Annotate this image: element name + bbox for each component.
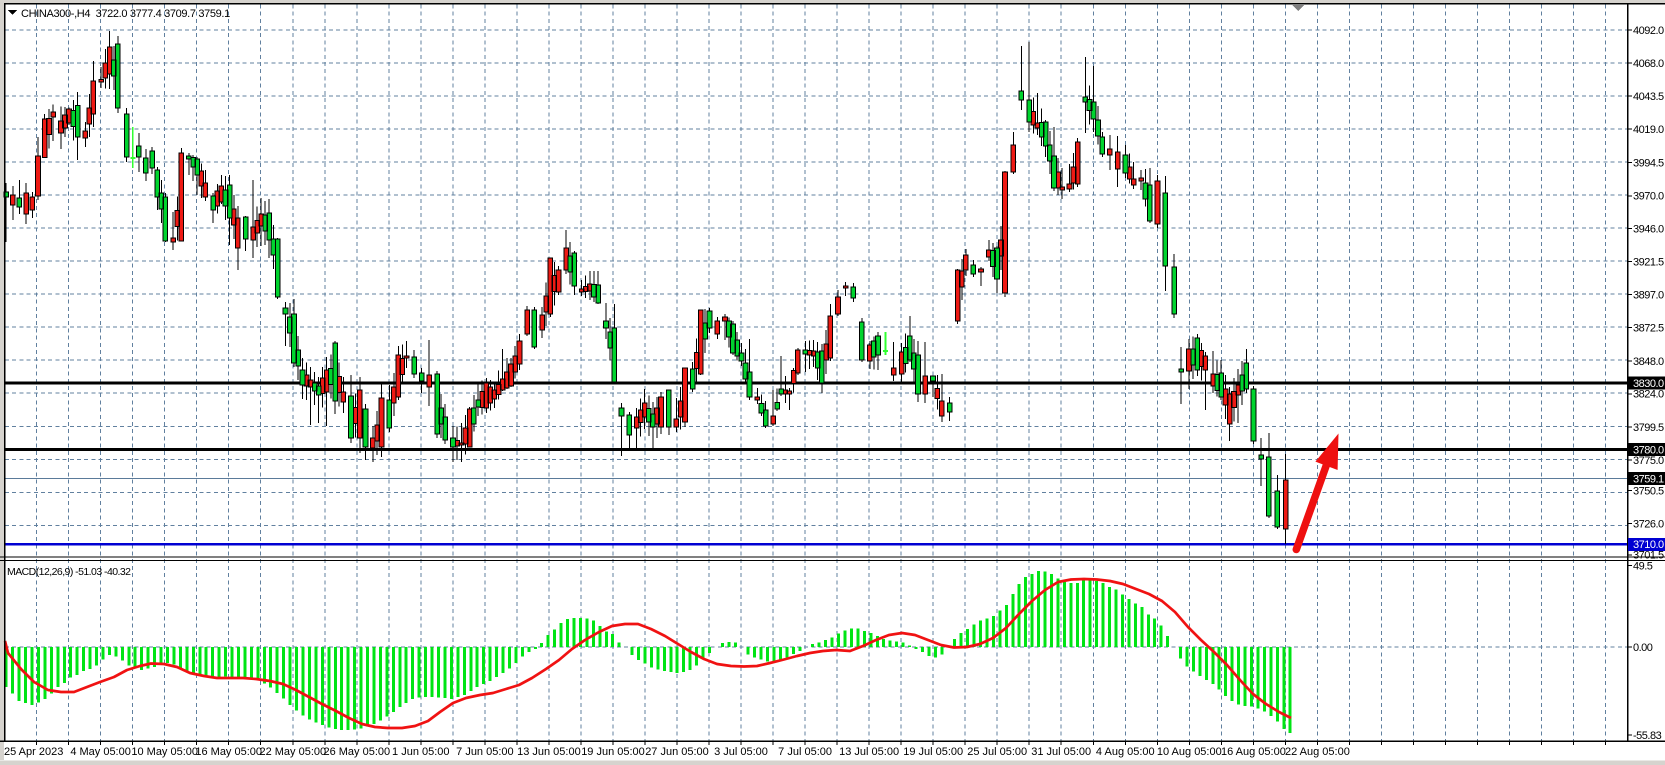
svg-text:27 Jun 05:00: 27 Jun 05:00 [645,746,709,758]
svg-text:22 Aug 05:00: 22 Aug 05:00 [1285,746,1350,758]
svg-text:19 Jun 05:00: 19 Jun 05:00 [581,746,645,758]
svg-text:7 Jun 05:00: 7 Jun 05:00 [456,746,514,758]
svg-text:3872.5: 3872.5 [1633,322,1664,334]
svg-text:26 May 05:00: 26 May 05:00 [323,746,390,758]
svg-text:3 Jul 05:00: 3 Jul 05:00 [714,746,768,758]
svg-text:3759.1: 3759.1 [1633,473,1664,485]
svg-text:3994.5: 3994.5 [1633,157,1664,169]
svg-text:4068.0: 4068.0 [1633,58,1664,70]
svg-text:3726.0: 3726.0 [1633,518,1664,530]
svg-text:31 Jul 05:00: 31 Jul 05:00 [1031,746,1091,758]
svg-text:25 Apr 2023: 25 Apr 2023 [4,746,63,758]
svg-text:3897.0: 3897.0 [1633,289,1664,301]
svg-text:3921.5: 3921.5 [1633,256,1664,268]
svg-text:13 Jun 05:00: 13 Jun 05:00 [517,746,581,758]
svg-text:3946.0: 3946.0 [1633,223,1664,235]
svg-text:4043.5: 4043.5 [1633,91,1664,103]
svg-text:0.00: 0.00 [1633,642,1653,654]
svg-text:10 May 05:00: 10 May 05:00 [131,746,198,758]
svg-text:10 Aug 05:00: 10 Aug 05:00 [1157,746,1222,758]
svg-text:-55.83: -55.83 [1633,730,1662,742]
svg-text:4092.0: 4092.0 [1633,25,1664,37]
svg-text:1 Jun 05:00: 1 Jun 05:00 [392,746,450,758]
svg-text:3830.0: 3830.0 [1633,378,1664,390]
svg-text:25 Jul 05:00: 25 Jul 05:00 [967,746,1027,758]
svg-text:22 May 05:00: 22 May 05:00 [259,746,326,758]
svg-text:7 Jul 05:00: 7 Jul 05:00 [778,746,832,758]
svg-text:16 Aug 05:00: 16 Aug 05:00 [1221,746,1286,758]
svg-text:3780.0: 3780.0 [1633,445,1664,457]
svg-text:3775.0: 3775.0 [1633,455,1664,467]
svg-text:3799.5: 3799.5 [1633,422,1664,434]
svg-text:16 May 05:00: 16 May 05:00 [195,746,262,758]
svg-text:4 Aug 05:00: 4 Aug 05:00 [1096,746,1155,758]
svg-text:3710.0: 3710.0 [1633,539,1664,551]
svg-text:3970.0: 3970.0 [1633,191,1664,203]
svg-text:3701.5: 3701.5 [1633,550,1664,562]
svg-text:49.5: 49.5 [1633,560,1653,572]
svg-text:3848.0: 3848.0 [1633,356,1664,368]
svg-text:19 Jul 05:00: 19 Jul 05:00 [903,746,963,758]
svg-text:3750.5: 3750.5 [1633,485,1664,497]
svg-text:CHINA300-,H4 3722.0 3777.4 37: CHINA300-,H4 3722.0 3777.4 3709.7 3759.1 [21,8,230,20]
svg-text:4 May 05:00: 4 May 05:00 [70,746,131,758]
svg-text:4019.0: 4019.0 [1633,124,1664,136]
svg-text:3824.0: 3824.0 [1633,389,1664,401]
svg-text:13 Jul 05:00: 13 Jul 05:00 [839,746,899,758]
svg-text:MACD(12,26,9) -51.03 -40.32: MACD(12,26,9) -51.03 -40.32 [7,566,131,578]
